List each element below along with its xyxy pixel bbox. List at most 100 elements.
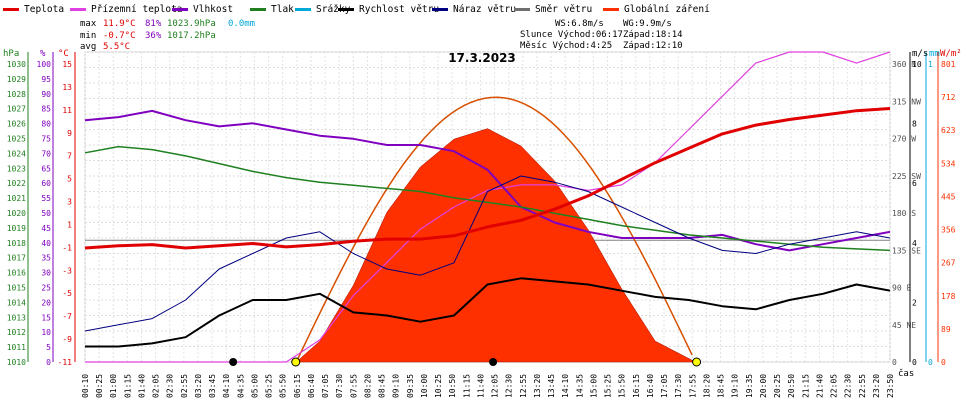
wind-tick-label: 0 [912, 358, 917, 367]
legend-label: Tlak [271, 4, 294, 15]
x-tick-label: 01:00 [109, 374, 118, 398]
radiation-tick-label: 801 [941, 60, 956, 69]
radiation-tick-label: 89 [941, 325, 951, 334]
sun-rise: Slunce Východ:06:17 [520, 30, 623, 40]
legend-label: Srážky [316, 4, 351, 15]
direction-tick-label: 270 W [892, 135, 916, 144]
legend-swatch [70, 8, 86, 11]
direction-tick-label: 45 NE [892, 321, 916, 330]
stats-min-hum: 36% [145, 31, 162, 41]
x-tick-label: 05:25 [265, 374, 274, 398]
x-tick-label: 16:15 [632, 374, 641, 398]
humidity-tick-label: 95 [41, 75, 51, 84]
x-tick-label: 02:05 [152, 374, 161, 398]
rain-tick-label: 0 [928, 358, 933, 367]
temperature-tick-label: 5 [67, 175, 72, 184]
x-tick-label: 15:00 [589, 374, 598, 398]
humidity-tick-label: 100 [37, 60, 52, 69]
pressure-tick-label: 1015 [7, 284, 26, 293]
x-tick-label: 09:35 [406, 374, 415, 398]
series-line-náraz-větru [84, 175, 891, 332]
wind-tick-label: 4 [912, 239, 917, 248]
rain-tick-label: 1 [928, 60, 933, 69]
wind-tick-label: 10 [912, 60, 922, 69]
x-tick-label: 12:30 [505, 374, 514, 398]
humidity-tick-label: 60 [41, 179, 51, 188]
x-tick-label: 03:20 [194, 374, 203, 398]
pressure-tick-label: 1023 [7, 164, 26, 173]
pressure-tick-label: 1028 [7, 90, 26, 99]
x-tick-label: 06:15 [293, 374, 302, 398]
humidity-tick-label: 55 [41, 194, 51, 203]
x-tick-label: 19:35 [745, 374, 754, 398]
x-tick-label: 07:55 [349, 374, 358, 398]
direction-tick-label: 90 E [892, 284, 911, 293]
x-tick-label: 12:55 [519, 374, 528, 398]
x-tick-label: 22:05 [830, 374, 839, 398]
x-tick-label: 18:45 [717, 374, 726, 398]
pressure-tick-label: 1025 [7, 135, 26, 144]
humidity-tick-label: 85 [41, 105, 51, 114]
humidity-tick-label: 80 [41, 120, 51, 129]
x-tick-label: 20:25 [773, 374, 782, 398]
x-tick-label: 03:45 [208, 374, 217, 398]
pressure-tick-label: 1016 [7, 269, 26, 278]
temperature-tick-label: 11 [62, 106, 72, 115]
temperature-tick-label: 15 [62, 60, 72, 69]
x-tick-label: 02:30 [166, 374, 175, 398]
pressure-tick-label: 1010 [7, 358, 26, 367]
x-tick-label: 17:30 [674, 374, 683, 398]
direction-tick-label: 225 SW [892, 172, 921, 181]
humidity-tick-label: 15 [41, 313, 51, 322]
x-tick-label: 15:50 [618, 374, 627, 398]
x-tick-label: 14:10 [561, 374, 570, 398]
x-tick-label: 19:10 [731, 374, 740, 398]
stats-max-rain: 0.0mm [228, 19, 255, 29]
x-tick-label: 09:10 [392, 374, 401, 398]
stats-max-label: max [80, 19, 97, 29]
legend-label: Přízemní teplota [91, 4, 183, 15]
sun-set: Západ:18:14 [623, 30, 683, 40]
radiation-tick-label: 0 [941, 358, 946, 367]
x-tick-label: 10:25 [434, 374, 443, 398]
x-tick-label: 18:20 [702, 374, 711, 398]
temperature-tick-label: -1 [62, 243, 72, 252]
humidity-tick-label: 20 [41, 298, 51, 307]
x-tick-label: 22:55 [858, 374, 867, 398]
temperature-tick-label: 13 [62, 83, 72, 92]
radiation-area-shape [295, 128, 696, 363]
stats-min-temp: -0.7°C [103, 31, 136, 41]
temperature-tick-label: -9 [62, 335, 72, 344]
radiation-area [295, 96, 696, 363]
x-tick-label: 01:15 [123, 374, 132, 398]
x-tick-label: 08:20 [363, 374, 372, 398]
humidity-tick-label: 75 [41, 135, 51, 144]
direction-tick-label: 135 SE [892, 246, 921, 255]
legend-swatch [295, 8, 311, 11]
stats-max-temp: 11.9°C [103, 19, 136, 29]
wind-tick-label: 8 [912, 120, 917, 129]
chart-title: 17.3.2023 [448, 51, 516, 65]
stats-avg-label: avg [80, 42, 96, 52]
temperature-tick-label: -11 [58, 358, 73, 367]
x-tick-label: 07:05 [321, 374, 330, 398]
direction-tick-label: 0 [892, 358, 897, 367]
pressure-tick-label: 1014 [7, 298, 26, 307]
radiation-tick-label: 267 [941, 259, 956, 268]
direction-tick-label: 360 N [892, 60, 916, 69]
legend-swatch [514, 8, 530, 11]
stats-min-label: min [80, 31, 96, 41]
legend-swatch [172, 8, 188, 11]
x-tick-label: 21:15 [801, 374, 810, 398]
legend-label: Náraz větru [453, 4, 516, 15]
x-tick-label: 22:30 [844, 374, 853, 398]
temperature-tick-label: -3 [62, 266, 72, 275]
legend: Teplota Přízemní teplota Vlhkost Tlak Srážky… [3, 4, 710, 15]
x-tick-label: 16:40 [646, 374, 655, 398]
radiation-tick-label: 445 [941, 192, 956, 201]
x-tick-label: 05:50 [279, 374, 288, 398]
humidity-tick-label: 50 [41, 209, 51, 218]
sunrise-marker [291, 357, 301, 367]
unit-cas: čas [898, 368, 914, 379]
